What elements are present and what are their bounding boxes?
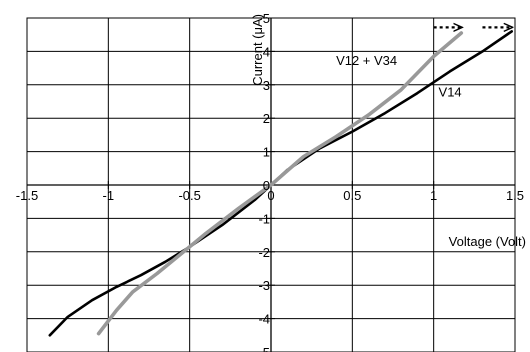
- y-tick-label: 5: [263, 11, 270, 26]
- y-tick-label: 0: [263, 178, 270, 193]
- y-tick-label: 3: [263, 78, 270, 93]
- series: [48, 27, 514, 337]
- chart-labels: Voltage (Volt) Current (μA) V12 + V34 V14: [250, 14, 526, 249]
- y-tick-label: -4: [258, 312, 270, 327]
- series-line-v14: [48, 30, 514, 337]
- series-annotation: V14: [439, 84, 462, 99]
- x-tick-label: -1: [103, 188, 115, 203]
- y-tick-label: 4: [263, 44, 270, 59]
- x-tick-label: 0.5: [343, 188, 361, 203]
- y-tick-label: 2: [263, 111, 270, 126]
- x-tick-label: 1.5: [506, 188, 524, 203]
- x-axis-label: Voltage (Volt): [449, 234, 526, 249]
- series-line-v12-v34: [96, 31, 464, 336]
- x-tick-label: 1: [430, 188, 437, 203]
- series-annotation: V12 + V34: [336, 53, 397, 68]
- x-tick-label: 0: [267, 188, 274, 203]
- x-tick-label: -0.5: [178, 188, 200, 203]
- x-tick-label: -1.5: [16, 188, 38, 203]
- y-tick-label: -2: [258, 245, 270, 260]
- y-tick-label: -1: [258, 211, 270, 226]
- y-tick-label: -3: [258, 278, 270, 293]
- y-axis-label: Current (μA): [250, 14, 265, 86]
- y-tick-label: 1: [263, 145, 270, 160]
- tick-labels: -1.5 -1 -0.5 0 0.5 1 1.5 -5 -4 -3 -2 -1 0 1 2 3 4 5: [16, 11, 524, 352]
- y-tick-label: -5: [258, 345, 270, 352]
